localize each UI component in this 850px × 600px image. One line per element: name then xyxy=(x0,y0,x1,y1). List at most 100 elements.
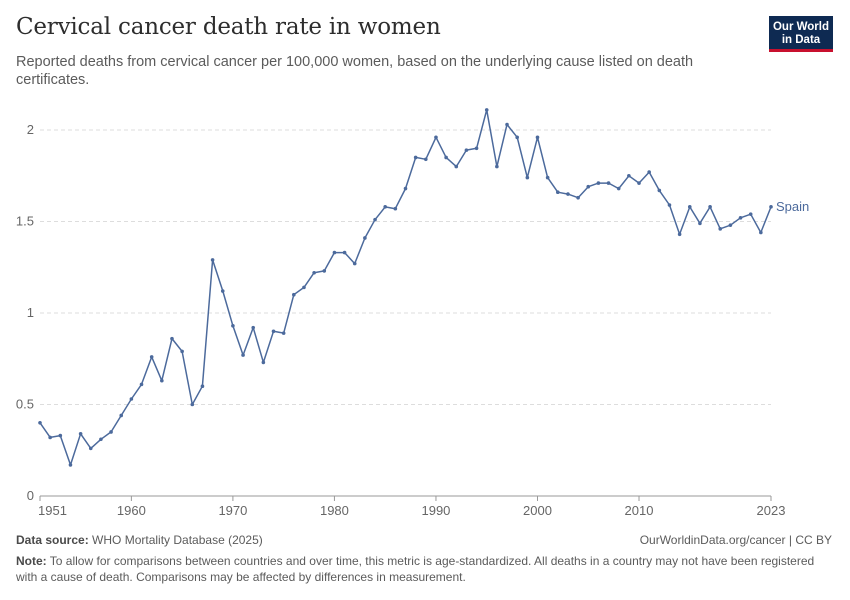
data-point xyxy=(393,206,398,211)
chart-title: Cervical cancer death rate in women xyxy=(16,14,441,40)
data-point xyxy=(708,205,712,209)
data-source: Data source: WHO Mortality Database (202… xyxy=(16,533,263,547)
data-point xyxy=(68,463,73,467)
note-text: To allow for comparisons between countri… xyxy=(16,554,815,584)
data-point xyxy=(271,329,276,334)
note-label: Note: xyxy=(16,554,47,568)
data-point xyxy=(403,186,408,191)
data-point xyxy=(627,173,631,178)
data-point xyxy=(180,349,184,354)
data-point xyxy=(48,435,52,440)
data-point xyxy=(119,413,124,418)
x-tick-label: 2010 xyxy=(625,503,654,518)
data-point xyxy=(363,236,367,240)
data-source-label: Data source: xyxy=(16,533,89,547)
data-point xyxy=(312,270,316,275)
x-tick-label: 1960 xyxy=(117,503,146,518)
data-point xyxy=(535,135,540,140)
data-point xyxy=(352,261,357,266)
footer-note: Note: To allow for comparisons between c… xyxy=(16,553,832,585)
data-point xyxy=(281,331,286,335)
data-point xyxy=(292,292,296,297)
data-point xyxy=(576,195,580,200)
grid-lines xyxy=(40,129,771,405)
data-point xyxy=(261,360,266,365)
logo-line-2: in Data xyxy=(781,33,821,46)
x-tick-label: 1990 xyxy=(421,503,450,518)
data-point xyxy=(220,289,225,293)
data-point xyxy=(302,285,306,290)
data-point xyxy=(728,223,733,227)
data-point xyxy=(454,164,459,169)
data-point xyxy=(464,148,469,152)
data-point xyxy=(109,430,113,434)
data-point xyxy=(160,378,164,383)
series-label-spain: Spain xyxy=(776,199,809,214)
footer-source-row: Data source: WHO Mortality Database (202… xyxy=(16,533,832,547)
data-point xyxy=(677,232,682,237)
data-point xyxy=(99,437,103,442)
data-point xyxy=(769,205,773,209)
data-point xyxy=(657,188,662,193)
data-point xyxy=(738,216,743,220)
data-point xyxy=(647,170,651,174)
data-point xyxy=(322,269,327,273)
data-point xyxy=(424,157,428,162)
data-point xyxy=(718,227,723,231)
data-point xyxy=(566,192,570,196)
data-point xyxy=(586,184,591,189)
data-point xyxy=(616,186,621,191)
data-point xyxy=(231,324,235,328)
data-point xyxy=(190,402,195,407)
series-spain[interactable]: Spain xyxy=(38,108,809,467)
data-point xyxy=(698,221,702,226)
data-point xyxy=(484,108,489,112)
data-point xyxy=(413,155,418,160)
data-point xyxy=(596,181,601,185)
data-point xyxy=(251,325,256,330)
data-point xyxy=(332,250,337,255)
data-point xyxy=(525,175,530,180)
data-point xyxy=(200,384,205,389)
series-line-spain xyxy=(39,109,772,466)
data-point xyxy=(667,203,672,207)
source-url[interactable]: OurWorldinData.org/cancer | CC BY xyxy=(639,533,832,547)
axes: 0 0.5 1 1.5 2 1951 1960 1970 1980 1990 2000 2010 202… xyxy=(16,122,786,518)
data-point xyxy=(210,258,215,262)
y-tick-label: 0 xyxy=(27,488,34,503)
data-point xyxy=(759,230,763,235)
chart-subtitle: Reported deaths from cervical cancer per… xyxy=(16,54,694,88)
data-point xyxy=(38,421,42,425)
data-point xyxy=(474,146,479,151)
x-tick-label: 1980 xyxy=(320,503,349,518)
data-point xyxy=(606,181,611,185)
data-point xyxy=(241,353,245,357)
data-point xyxy=(383,205,387,209)
x-tick-label: 2000 xyxy=(523,503,552,518)
y-tick-label: 1.5 xyxy=(16,214,34,229)
data-source-text[interactable]: WHO Mortality Database (2025) xyxy=(92,533,263,547)
x-tick-label: 1951 xyxy=(38,503,67,518)
data-point xyxy=(373,217,377,222)
data-point xyxy=(505,122,509,127)
data-point xyxy=(139,382,144,387)
logo-line-1: Our World xyxy=(772,21,829,33)
data-point xyxy=(748,212,753,216)
data-point xyxy=(129,397,134,401)
y-tick-label: 0.5 xyxy=(16,397,34,412)
y-tick-label: 2 xyxy=(27,122,34,137)
data-point xyxy=(342,250,347,255)
data-point xyxy=(545,175,550,180)
data-point xyxy=(555,190,560,195)
data-point xyxy=(170,336,174,341)
data-point xyxy=(495,164,499,169)
x-tick-label: 1970 xyxy=(218,503,247,518)
data-point xyxy=(88,446,93,451)
data-point xyxy=(444,155,448,160)
data-point xyxy=(687,205,692,209)
data-point xyxy=(58,433,63,438)
owid-logo[interactable]: Our World in Data xyxy=(769,16,833,52)
y-tick-label: 1 xyxy=(27,305,34,320)
x-tick-label: 2023 xyxy=(757,503,786,518)
